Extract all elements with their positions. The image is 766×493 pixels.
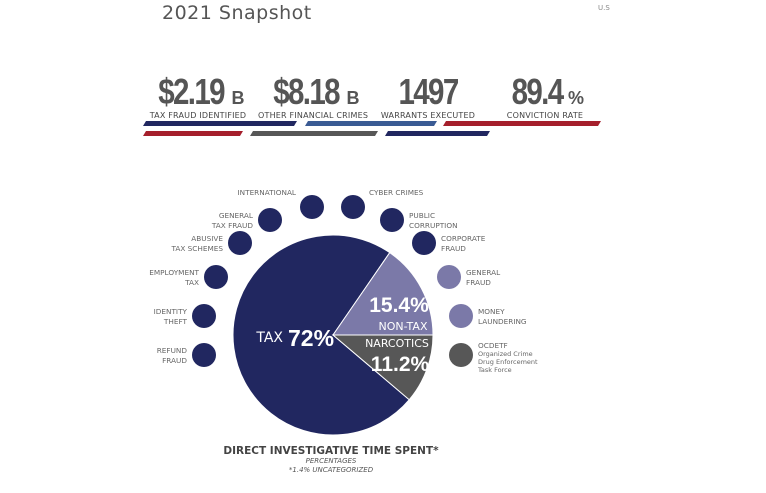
- category-label: TAX SCHEMES: [170, 244, 223, 253]
- non-tax-value: 15.4%: [369, 294, 429, 317]
- category-label: INTERNATIONAL: [238, 188, 297, 197]
- tax-label: TAX: [255, 330, 283, 346]
- decorative-bar: [305, 121, 437, 126]
- category-dot: [204, 265, 228, 289]
- decorative-bar: [143, 131, 243, 136]
- stat-value: 1497: [398, 71, 459, 112]
- pie-slice-non-tax: [332, 251, 434, 336]
- page-title: 2021 Snapshot: [162, 2, 312, 24]
- chart-subtitle: PERCENTAGES: [306, 457, 357, 465]
- category-label: Organized Crime: [478, 350, 533, 358]
- category-label: IDENTITY: [154, 307, 188, 316]
- stat-label: WARRANTS EXECUTED: [380, 111, 476, 120]
- category-label: CORPORATE: [441, 234, 486, 243]
- stat-value: $8.18: [273, 71, 341, 112]
- category-label: OCDETF: [478, 341, 508, 350]
- stat-label: TAX FRAUD IDENTIFIED: [149, 111, 247, 120]
- category-dot: [192, 304, 216, 328]
- category-label: MONEY: [478, 307, 505, 316]
- chart-note: *1.4% UNCATEGORIZED: [289, 466, 374, 474]
- narcotics-label: NARCOTICS: [365, 337, 429, 350]
- category-label: GENERAL: [466, 268, 501, 277]
- stat-unit: B: [231, 88, 245, 108]
- decorative-bar: [250, 131, 378, 136]
- category-dot: [449, 304, 473, 328]
- category-label: Task Force: [477, 366, 512, 374]
- stat-label: OTHER FINANCIAL CRIMES: [258, 111, 369, 120]
- category-label: FRAUD: [162, 356, 187, 365]
- category-label: TAX: [184, 278, 199, 287]
- category-label: FRAUD: [466, 278, 491, 287]
- category-dot: [192, 343, 216, 367]
- stat-warrants: 1497 WARRANTS EXECUTED: [373, 71, 483, 121]
- non-tax-label: NON-TAX: [378, 320, 427, 333]
- category-dot: [380, 208, 404, 232]
- stat-other-financial: $8.18 B OTHER FINANCIAL CRIMES: [258, 71, 369, 121]
- category-dot: [228, 231, 252, 255]
- decorative-bar: [443, 121, 601, 126]
- decorative-bar: [385, 131, 490, 136]
- category-label: GENERAL: [219, 211, 254, 220]
- category-label: REFUND: [157, 346, 188, 355]
- stat-value: 89.4: [511, 71, 565, 112]
- pie-slice-tax: [232, 234, 410, 436]
- category-label: Drug Enforcement: [478, 358, 538, 366]
- stat-unit: B: [346, 88, 360, 108]
- category-label: THEFT: [163, 317, 188, 326]
- category-label: FRAUD: [441, 244, 466, 253]
- category-label: CORRUPTION: [409, 221, 458, 230]
- category-dot: [412, 231, 436, 255]
- category-dot: [258, 208, 282, 232]
- corner-text: U.S: [598, 4, 610, 12]
- decorative-bar: [143, 121, 297, 126]
- category-dot: [449, 343, 473, 367]
- category-international: INTERNATIONAL: [238, 188, 324, 219]
- narcotics-value: 11.2%: [371, 353, 430, 376]
- category-label: EMPLOYMENT: [149, 268, 199, 277]
- stat-value: $2.19: [158, 71, 226, 112]
- stat-conviction: 89.4% CONVICTION RATE: [490, 71, 600, 121]
- category-label: CYBER CRIMES: [369, 188, 424, 197]
- stat-unit: %: [568, 88, 585, 108]
- category-dot: [437, 265, 461, 289]
- category-label: ABUSIVE: [191, 234, 223, 243]
- category-dot: [341, 195, 365, 219]
- pie-slice-narcotics: [331, 334, 434, 401]
- category-cyber-crimes: CYBER CRIMES: [341, 188, 424, 219]
- category-label: PUBLIC: [409, 211, 435, 220]
- stat-label: CONVICTION RATE: [506, 111, 584, 120]
- category-label: TAX FRAUD: [211, 221, 254, 230]
- chart-title: DIRECT INVESTIGATIVE TIME SPENT*: [223, 445, 439, 457]
- stat-tax-fraud: $2.19 B TAX FRAUD IDENTIFIED: [143, 71, 253, 121]
- tax-value: 72%: [288, 325, 334, 351]
- category-label: LAUNDERING: [478, 317, 527, 326]
- category-dot: [300, 195, 324, 219]
